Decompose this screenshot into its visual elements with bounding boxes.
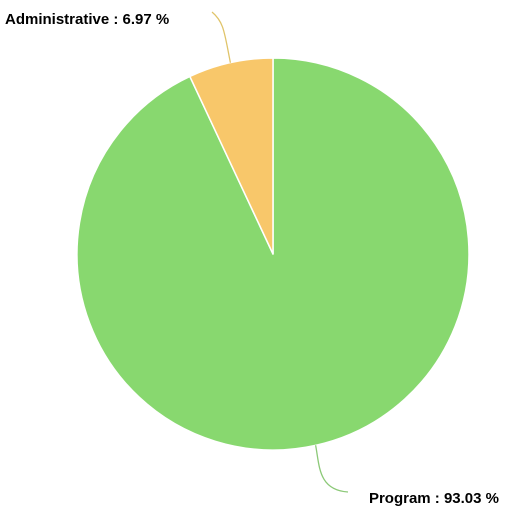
pie-slices: [76, 57, 470, 451]
connector-administrative: [211, 11, 232, 63]
slice-label-program: Program : 93.03 %: [369, 490, 499, 507]
label-connectors: [211, 11, 349, 493]
slice-label-administrative: Administrative : 6.97 %: [5, 11, 169, 28]
connector-program: [314, 445, 349, 493]
slice-labels: Program : 93.03 % Administrative : 6.97 …: [5, 11, 499, 507]
